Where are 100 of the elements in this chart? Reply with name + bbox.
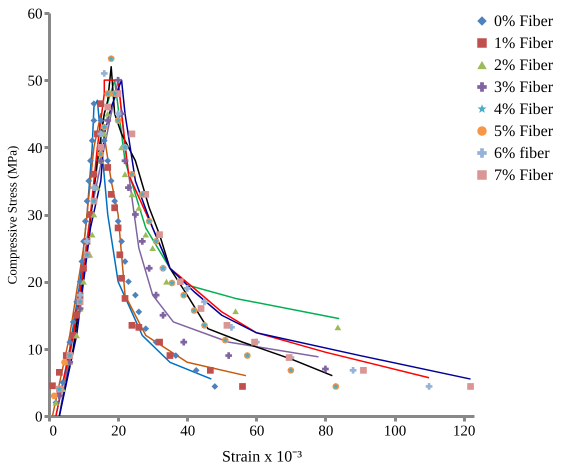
- point: [334, 324, 342, 330]
- point: [360, 366, 367, 374]
- point: [201, 298, 208, 306]
- point: [122, 157, 128, 164]
- point: [122, 258, 128, 265]
- point: [80, 278, 87, 285]
- legend-label: 0% Fiber: [494, 13, 554, 30]
- point: [198, 305, 204, 312]
- x-tick-label: 60: [249, 424, 264, 440]
- point: [135, 308, 142, 316]
- point: [111, 204, 118, 212]
- point: [114, 224, 122, 232]
- point: [90, 170, 98, 178]
- point: [111, 198, 118, 204]
- point: [467, 383, 474, 390]
- point: [90, 212, 98, 218]
- point: [135, 324, 142, 331]
- x-tick-label: 0: [50, 424, 57, 440]
- point: [132, 292, 139, 298]
- point: [184, 285, 191, 292]
- point: [104, 157, 112, 164]
- point: [66, 338, 74, 346]
- point: [108, 178, 115, 184]
- point: [172, 352, 180, 359]
- point: [128, 191, 136, 198]
- point: [322, 366, 329, 372]
- point: [90, 100, 98, 108]
- point: [152, 292, 160, 298]
- point: [138, 238, 146, 245]
- point: [207, 366, 214, 374]
- point: [125, 278, 132, 286]
- point: [90, 117, 98, 124]
- point: [128, 322, 136, 329]
- y-tick-label: 40: [28, 140, 42, 157]
- point: [146, 264, 153, 272]
- point: [104, 117, 112, 124]
- legend-label: 7% Fiber: [494, 167, 554, 184]
- point: [118, 238, 125, 245]
- x-tick-label: 80: [318, 424, 334, 440]
- point: [225, 352, 232, 359]
- point: [166, 352, 174, 359]
- point: [232, 308, 239, 314]
- point: [73, 312, 80, 319]
- point: [70, 318, 77, 326]
- point: [80, 264, 87, 272]
- point: [149, 245, 156, 251]
- point: [50, 392, 58, 400]
- legend-label: 2% Fiber: [494, 57, 554, 74]
- point: [59, 379, 66, 386]
- point: [88, 232, 96, 238]
- x-tick-label: 120: [452, 424, 476, 440]
- point: [142, 325, 150, 332]
- x-tick-label: 40: [180, 424, 196, 440]
- point: [97, 117, 104, 124]
- legend-label: 5% Fiber: [494, 123, 554, 140]
- point: [160, 312, 166, 319]
- point: [224, 322, 230, 329]
- legend-label: 1% Fiber: [494, 35, 554, 52]
- point: [212, 383, 218, 390]
- point: [97, 100, 104, 108]
- point: [56, 368, 63, 376]
- point: [88, 137, 96, 144]
- point: [87, 157, 94, 164]
- y-tick-label: 60: [28, 6, 42, 22]
- point: [122, 295, 128, 302]
- point: [104, 110, 112, 117]
- point: [100, 137, 108, 144]
- point: [114, 76, 122, 84]
- y-tick-label: 20: [28, 275, 42, 292]
- point: [100, 70, 108, 77]
- point: [156, 231, 163, 238]
- point: [97, 144, 104, 151]
- point: [239, 383, 246, 390]
- x-tick-label: 100: [384, 424, 406, 440]
- y-tick-label: 50: [28, 74, 42, 90]
- y-tick-label: 0: [35, 410, 42, 426]
- point: [118, 274, 125, 282]
- y-axis-title: Compressive Stress (MPa): [4, 146, 20, 284]
- point: [114, 218, 122, 225]
- point: [78, 258, 86, 265]
- legend-label: 4% Fiber: [494, 101, 554, 118]
- point: [84, 198, 90, 204]
- legend-label: 6% fiber: [494, 145, 550, 162]
- point: [73, 332, 80, 338]
- point: [116, 251, 124, 258]
- y-tick-label: 10: [28, 342, 42, 358]
- point: [125, 184, 132, 191]
- point: [85, 178, 92, 184]
- point: [82, 218, 89, 225]
- point: [135, 204, 142, 211]
- point: [90, 184, 98, 191]
- point: [350, 366, 356, 374]
- y-tick-label: 30: [28, 208, 42, 224]
- point: [104, 104, 112, 110]
- point: [426, 383, 432, 390]
- point: [49, 382, 56, 390]
- x-tick-label: 20: [111, 424, 126, 440]
- point: [180, 338, 188, 346]
- point: [128, 130, 136, 138]
- point: [122, 171, 128, 178]
